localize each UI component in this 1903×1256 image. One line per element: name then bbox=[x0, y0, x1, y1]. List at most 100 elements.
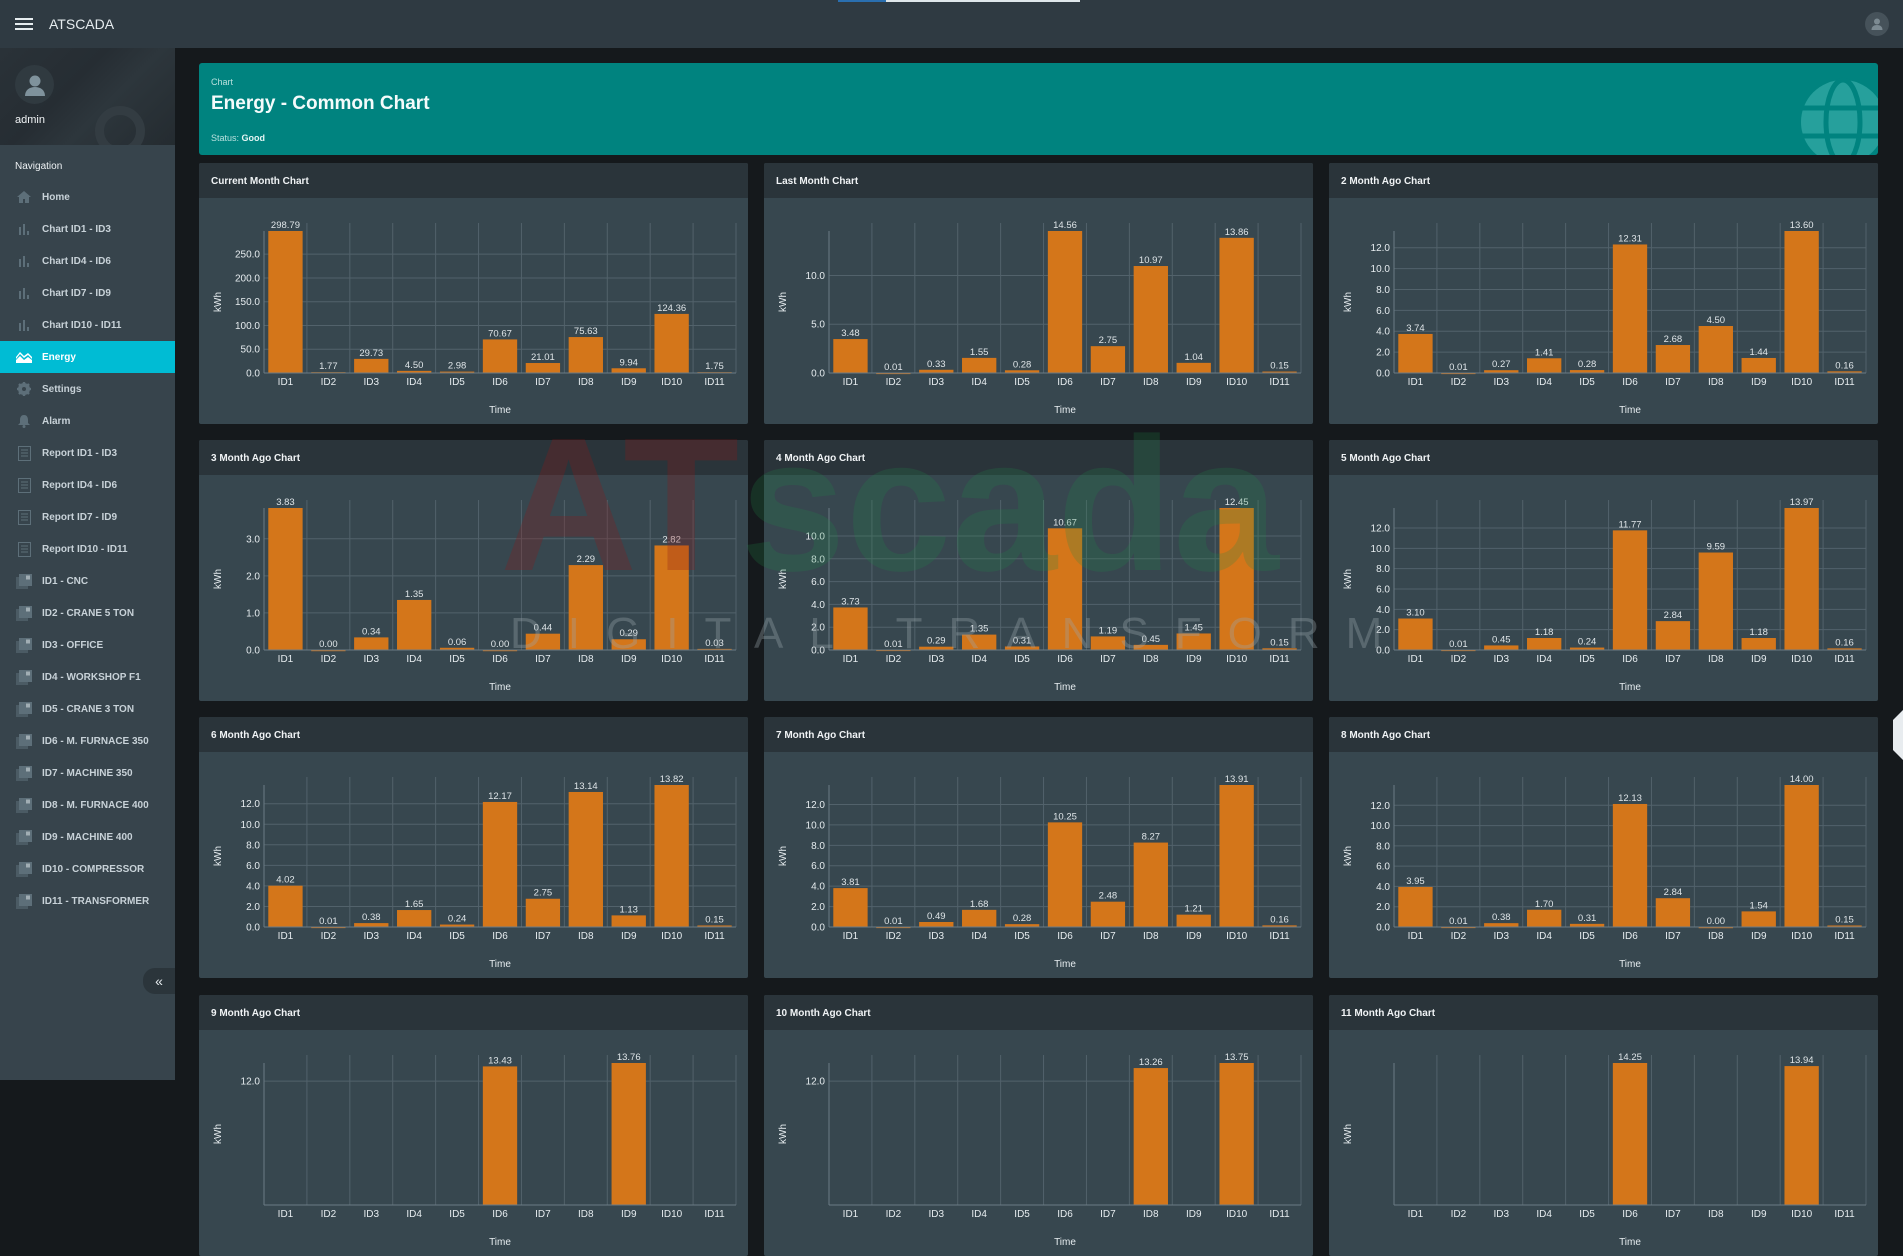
bar-id5[interactable] bbox=[1569, 370, 1605, 373]
bar-id10[interactable] bbox=[654, 785, 689, 927]
sidebar-item-id2-crane-5-ton[interactable]: ID2 - CRANE 5 TON bbox=[0, 597, 175, 629]
bar-id4[interactable] bbox=[397, 910, 432, 927]
bar-id4[interactable] bbox=[962, 634, 997, 650]
bar-id9[interactable] bbox=[611, 639, 646, 650]
bar-id5[interactable] bbox=[439, 924, 475, 927]
bar-id11[interactable] bbox=[697, 925, 732, 927]
sidebar-item-report-id1-id3[interactable]: Report ID1 - ID3 bbox=[0, 437, 175, 469]
bar-id6[interactable] bbox=[1047, 231, 1083, 373]
bar-id5[interactable] bbox=[439, 647, 475, 650]
bar-id2[interactable] bbox=[876, 372, 911, 375]
sidebar-item-id3-office[interactable]: ID3 - OFFICE bbox=[0, 629, 175, 661]
bar-id8[interactable] bbox=[1698, 552, 1733, 650]
bar-id8[interactable] bbox=[1133, 644, 1168, 650]
bar-id8[interactable] bbox=[568, 337, 603, 373]
bar-id3[interactable] bbox=[354, 637, 389, 650]
bar-id10[interactable] bbox=[1784, 508, 1819, 650]
sidebar-item-alarm[interactable]: Alarm bbox=[0, 405, 175, 437]
bar-id4[interactable] bbox=[1527, 909, 1562, 927]
bar-id3[interactable] bbox=[919, 921, 954, 927]
bar-id10[interactable] bbox=[1219, 1063, 1254, 1205]
bar-id6[interactable] bbox=[482, 650, 518, 652]
bar-id9[interactable] bbox=[1176, 914, 1211, 927]
bar-id11[interactable] bbox=[1827, 925, 1862, 927]
bar-id7[interactable] bbox=[525, 363, 561, 373]
bar-id10[interactable] bbox=[1219, 237, 1254, 373]
bar-id7[interactable] bbox=[1655, 621, 1691, 650]
bar-id1[interactable] bbox=[1398, 618, 1433, 650]
sidebar-item-chart-id7-id9[interactable]: Chart ID7 - ID9 bbox=[0, 277, 175, 309]
bar-id3[interactable] bbox=[1484, 645, 1519, 650]
bar-id1[interactable] bbox=[268, 231, 303, 373]
bar-id6[interactable] bbox=[1047, 822, 1083, 927]
sidebar-item-report-id7-id9[interactable]: Report ID7 - ID9 bbox=[0, 501, 175, 533]
bar-id5[interactable] bbox=[1004, 370, 1040, 373]
sidebar-item-id6-m-furnace-350[interactable]: ID6 - M. FURNACE 350 bbox=[0, 725, 175, 757]
bar-id11[interactable] bbox=[697, 648, 732, 651]
bar-id3[interactable] bbox=[354, 358, 389, 373]
bar-id8[interactable] bbox=[1133, 1068, 1168, 1205]
sidebar-item-energy[interactable]: Energy bbox=[0, 341, 175, 373]
bar-id4[interactable] bbox=[1527, 638, 1562, 650]
bar-id4[interactable] bbox=[1527, 358, 1562, 373]
bar-id9[interactable] bbox=[1741, 638, 1776, 650]
sidebar-item-chart-id4-id6[interactable]: Chart ID4 - ID6 bbox=[0, 245, 175, 277]
bar-id6[interactable] bbox=[482, 801, 518, 927]
bar-id9[interactable] bbox=[1176, 362, 1211, 373]
sidebar-item-chart-id10-id11[interactable]: Chart ID10 - ID11 bbox=[0, 309, 175, 341]
bar-id9[interactable] bbox=[1176, 633, 1211, 650]
bar-id11[interactable] bbox=[1262, 925, 1297, 927]
bar-id10[interactable] bbox=[1784, 785, 1819, 927]
bar-id6[interactable] bbox=[482, 1066, 518, 1205]
bar-id7[interactable] bbox=[1090, 636, 1126, 650]
sidebar-item-id5-crane-3-ton[interactable]: ID5 - CRANE 3 TON bbox=[0, 693, 175, 725]
bar-id9[interactable] bbox=[611, 368, 646, 373]
bar-id8[interactable] bbox=[568, 791, 603, 927]
bar-id5[interactable] bbox=[1004, 924, 1040, 927]
bar-id10[interactable] bbox=[1784, 231, 1819, 373]
user-avatar-icon[interactable] bbox=[1865, 12, 1889, 36]
bar-id5[interactable] bbox=[1004, 646, 1040, 650]
bar-id8[interactable] bbox=[1698, 326, 1733, 373]
bar-id6[interactable] bbox=[1047, 528, 1083, 650]
hamburger-icon[interactable] bbox=[15, 18, 33, 30]
sidebar-item-id10-compressor[interactable]: ID10 - COMPRESSOR bbox=[0, 853, 175, 885]
sidebar-item-id11-transformer[interactable]: ID11 - TRANSFORMER bbox=[0, 885, 175, 917]
bar-id3[interactable] bbox=[1484, 923, 1519, 927]
bar-id3[interactable] bbox=[354, 923, 389, 927]
bar-id8[interactable] bbox=[1698, 927, 1733, 929]
bar-id6[interactable] bbox=[1612, 803, 1648, 927]
avatar[interactable] bbox=[15, 65, 54, 104]
bar-id11[interactable] bbox=[1827, 648, 1862, 650]
bar-id2[interactable] bbox=[311, 650, 346, 652]
bar-id7[interactable] bbox=[1090, 346, 1126, 373]
bar-id7[interactable] bbox=[1090, 901, 1126, 927]
bar-id10[interactable] bbox=[654, 313, 689, 373]
bar-id11[interactable] bbox=[1262, 371, 1297, 373]
sidebar-item-chart-id1-id3[interactable]: Chart ID1 - ID3 bbox=[0, 213, 175, 245]
bar-id11[interactable] bbox=[1827, 371, 1862, 373]
bar-id9[interactable] bbox=[611, 1063, 646, 1205]
bar-id4[interactable] bbox=[962, 909, 997, 927]
bar-id4[interactable] bbox=[397, 370, 432, 373]
bar-id3[interactable] bbox=[919, 646, 954, 650]
sidebar-item-report-id10-id11[interactable]: Report ID10 - ID11 bbox=[0, 533, 175, 565]
bar-id5[interactable] bbox=[1569, 923, 1605, 927]
bar-id9[interactable] bbox=[611, 915, 646, 927]
collapse-sidebar-button[interactable]: « bbox=[143, 968, 175, 994]
sidebar-item-id8-m-furnace-400[interactable]: ID8 - M. FURNACE 400 bbox=[0, 789, 175, 821]
bar-id6[interactable] bbox=[1612, 244, 1648, 373]
sidebar-item-id7-machine-350[interactable]: ID7 - MACHINE 350 bbox=[0, 757, 175, 789]
bar-id8[interactable] bbox=[1133, 266, 1168, 373]
bar-id1[interactable] bbox=[268, 508, 303, 650]
bar-id7[interactable] bbox=[525, 898, 561, 927]
bar-id8[interactable] bbox=[568, 565, 603, 650]
bar-id10[interactable] bbox=[1219, 785, 1254, 927]
sidebar-item-report-id4-id6[interactable]: Report ID4 - ID6 bbox=[0, 469, 175, 501]
sidebar-item-id9-machine-400[interactable]: ID9 - MACHINE 400 bbox=[0, 821, 175, 853]
bar-id7[interactable] bbox=[525, 633, 561, 650]
bar-id1[interactable] bbox=[1398, 886, 1433, 927]
bar-id10[interactable] bbox=[654, 545, 689, 650]
bar-id5[interactable] bbox=[439, 371, 475, 373]
bar-id9[interactable] bbox=[1741, 357, 1776, 373]
